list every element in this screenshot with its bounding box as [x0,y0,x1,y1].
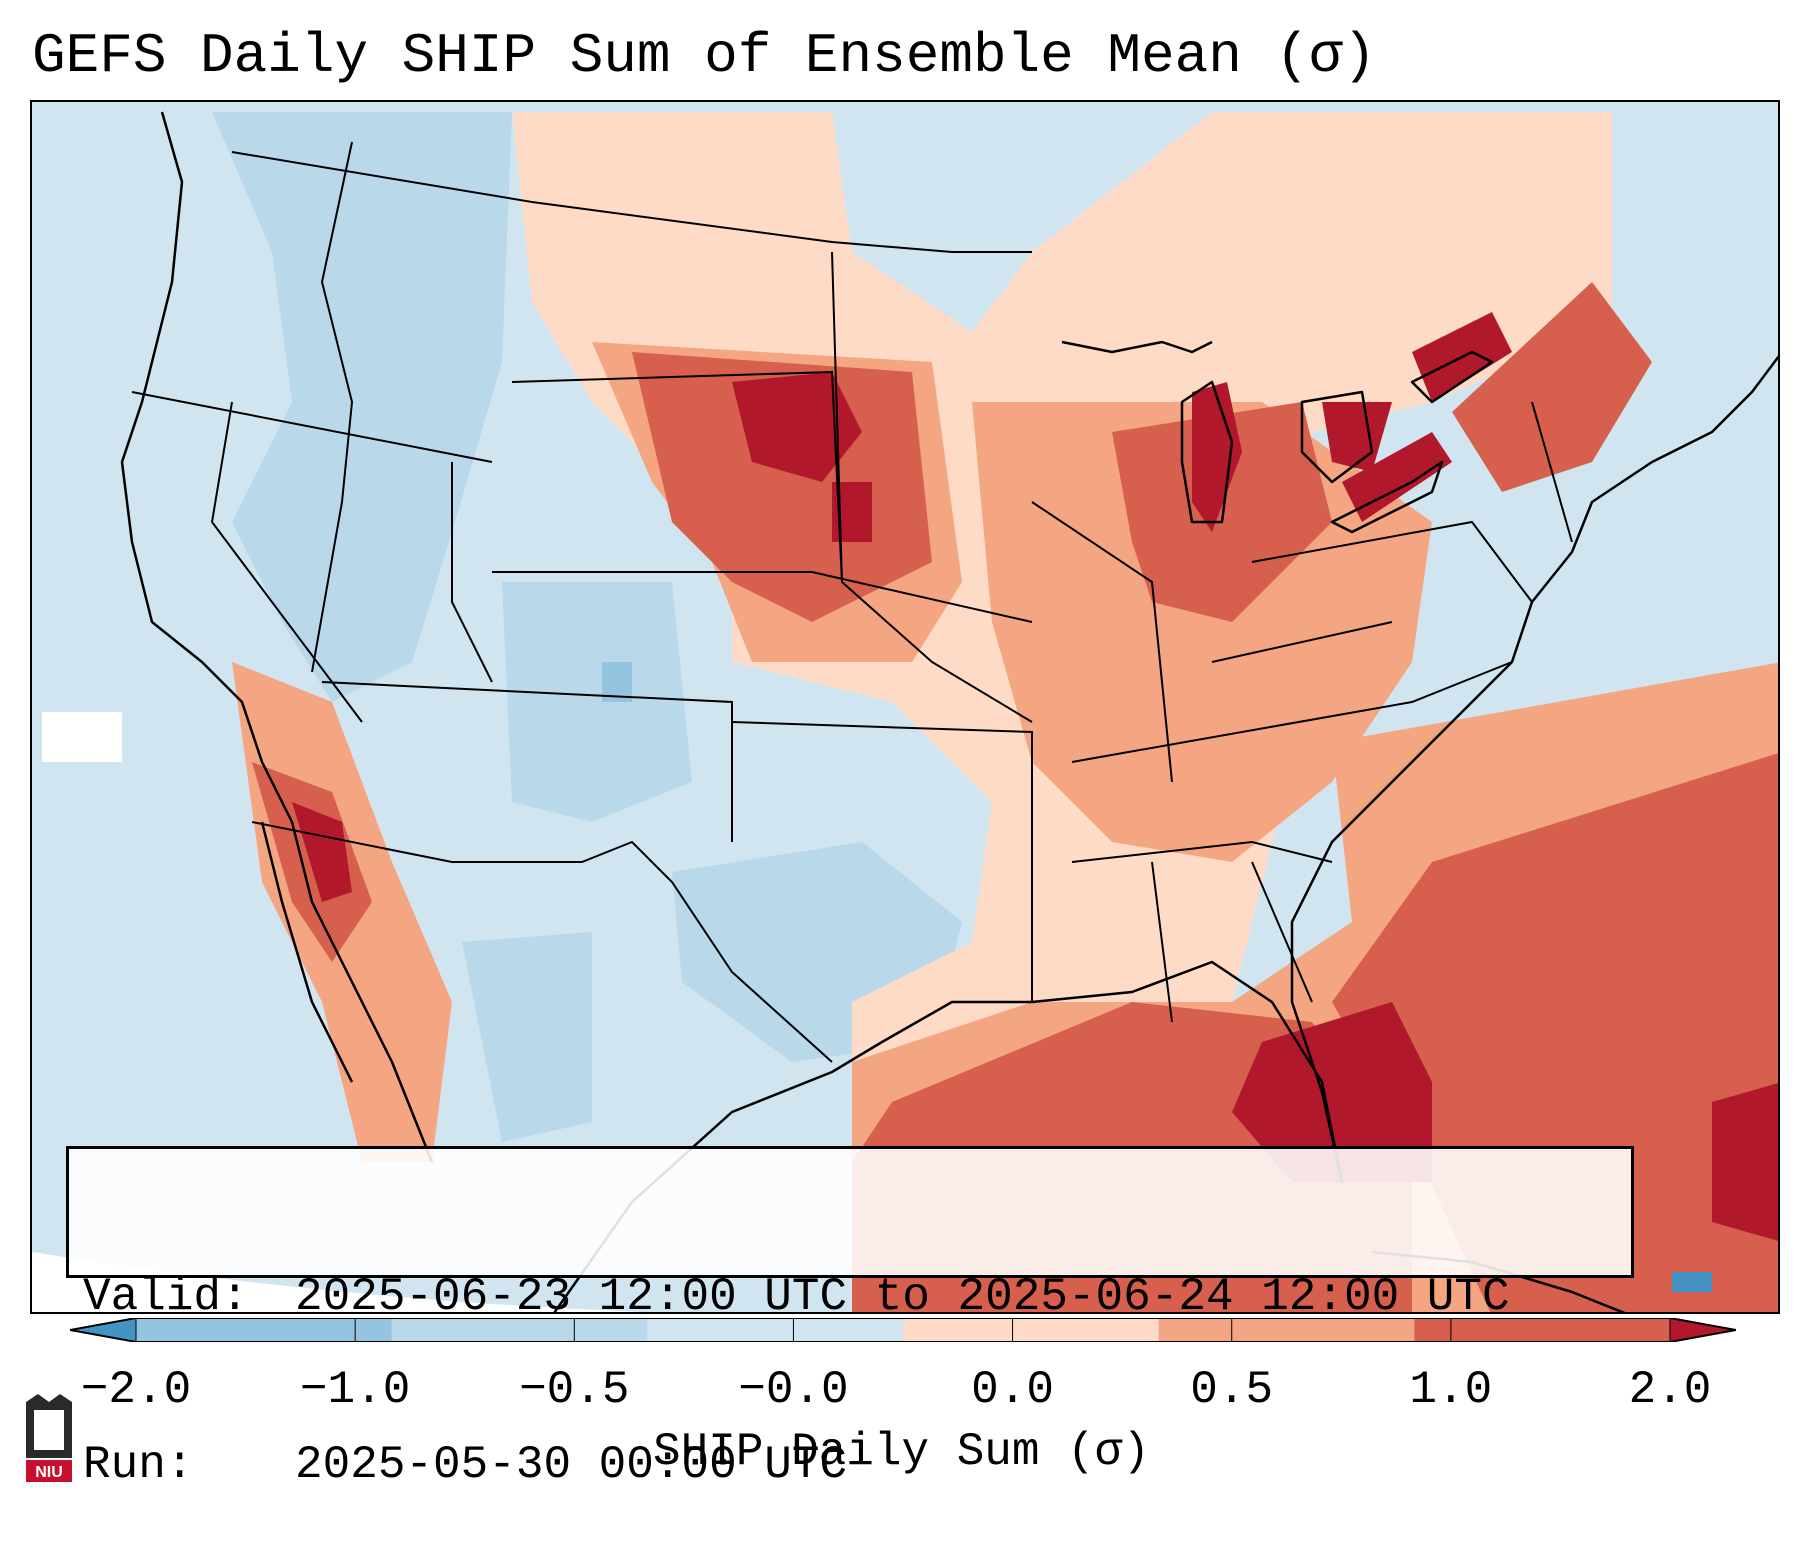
colorbar-tick-label: −0.0 [738,1364,849,1416]
valid-value: 2025-06-23 12:00 UTC to 2025-06-24 12:00… [295,1271,1510,1323]
colorbar [70,1318,1736,1342]
map-panel [30,100,1780,1314]
colorbar-over-extension [1670,1318,1736,1342]
colorbar-bin [391,1318,648,1342]
state-line-ga-al [1251,861,1313,1003]
anomaly-max-lake-erie [1342,432,1452,522]
state-line-ok-tx [731,721,1033,1002]
state-line-ut-co [451,462,493,683]
state-line-il [1031,501,1173,783]
colorbar-bin [136,1318,393,1342]
colorbar-bin [903,1318,1160,1342]
anomaly-neg-mexico [462,932,592,1142]
state-line-id [311,141,354,673]
anomaly-1-newengland [1452,282,1652,492]
colorbar-bin [1414,1318,1671,1342]
map-title: GEFS Daily SHIP Sum of Ensemble Mean (σ) [32,24,1377,88]
state-line-nv [210,401,363,723]
state-line-newengland [1531,401,1573,543]
niu-logo: NIU [26,1394,72,1482]
anomaly-neg-northwest [212,112,512,702]
projection-edge-sw [32,1252,644,1312]
anomaly-max-caribbean [1712,1083,1778,1241]
colorbar-bin [1158,1318,1415,1342]
colorbar-tick-label: 0.0 [971,1364,1054,1416]
state-line-gulf-states [1071,840,1333,863]
state-line-oh-pa [1251,520,1533,603]
state-line-ky-wv [1211,621,1393,663]
validity-info-box: Valid: 2025-06-23 12:00 UTC to 2025-06-24… [66,1146,1634,1491]
borders [131,141,1573,1063]
gulf-east-coastline [553,355,1778,1312]
anomaly-max-plains [732,372,862,482]
state-line-al-ms [1151,861,1173,1023]
baja-coastline [260,821,354,1083]
map-canvas [32,102,1778,1312]
us-mexico-border [251,821,833,1063]
anomaly-max-southwest [292,802,352,902]
valid-label: Valid: [83,1271,249,1323]
us-canada-border [231,151,1032,253]
lake-ontario [1410,350,1494,404]
coastlines [120,111,1778,1312]
state-line-ks [492,571,1033,623]
west-coastline [120,111,434,1163]
logo-window-icon [34,1410,64,1450]
logo-banner [26,1460,72,1482]
anomaly-neg-colorado [502,582,692,822]
anomaly-max-lake-michigan [1192,382,1242,532]
anomaly-1-plains [632,352,932,622]
colorbar-tick-label: 1.0 [1409,1364,1493,1416]
run-label: Run: [83,1439,194,1491]
state-line-wy-ne [511,370,843,583]
state-line-or-ca [131,391,493,463]
colorbar-bin [647,1318,904,1342]
colorbar-tick-label: 0.5 [1190,1364,1274,1416]
lake-superior [1061,340,1213,354]
lake-erie [1330,460,1444,534]
valid-row: Valid: 2025-06-23 12:00 UTC to 2025-06-24… [83,1269,1617,1325]
run-value: 2025-05-30 00:00 UTC [295,1439,848,1491]
colorbar-under-extension [70,1318,136,1342]
anomaly-max-gulf [1232,1002,1432,1182]
logo-text: NIU [35,1464,63,1481]
colorbar-label: SHIP Daily Sum (σ) [653,1426,1150,1478]
colorbar-tick-label: −1.0 [299,1364,411,1416]
state-line-four-corners [321,681,733,842]
missing-data-patch [42,712,122,762]
state-line-mn-ia-mo [831,251,1033,723]
anomaly-min-colorado [602,662,632,702]
run-row: Run: 2025-05-30 00:00 UTC [83,1437,1617,1493]
colorbar-tick-label: 2.0 [1628,1364,1712,1416]
anomaly-max-lake-huron [1322,402,1392,472]
anomaly-min-caribbean [1672,1272,1712,1292]
colorbar-tick-label: −0.5 [519,1364,630,1416]
anomaly-max-plains-2 [832,482,872,542]
colorbar-tick-label: −2.0 [80,1364,192,1416]
state-line-tn-nc [1071,661,1513,763]
lake-michigan [1180,380,1234,524]
lake-huron [1300,390,1374,484]
